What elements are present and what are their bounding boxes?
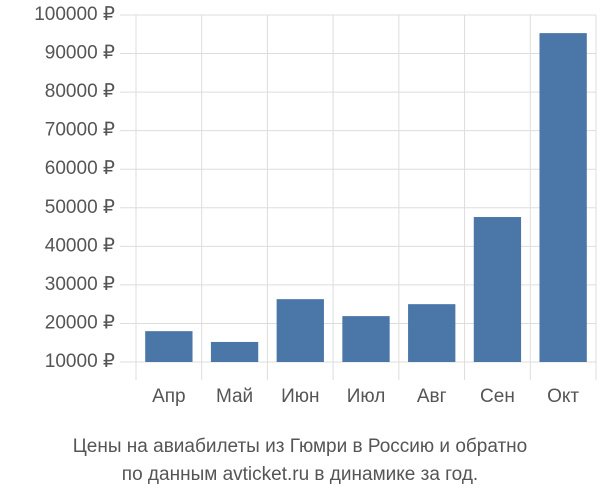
- y-tick-label: 90000 ₽: [45, 43, 115, 64]
- y-tick-label: 100000 ₽: [34, 4, 115, 25]
- chart-title: Цены на авиабилеты из Гюмри в Россию и о…: [73, 436, 528, 457]
- x-tick-label: Июл: [347, 386, 386, 407]
- y-tick-label: 40000 ₽: [45, 235, 115, 256]
- x-tick-label: Сен: [480, 386, 515, 407]
- x-tick-label: Апр: [152, 386, 186, 407]
- bar: [210, 341, 259, 362]
- x-tick-label: Окт: [547, 386, 579, 407]
- y-tick-label: 10000 ₽: [45, 351, 115, 372]
- x-tick-label: Июн: [281, 386, 319, 407]
- bar: [276, 299, 324, 362]
- y-tick-label: 20000 ₽: [45, 312, 115, 333]
- y-tick-label: 50000 ₽: [45, 197, 115, 218]
- y-tick-label: 70000 ₽: [45, 120, 115, 141]
- y-tick-label: 30000 ₽: [45, 274, 115, 295]
- bar: [408, 304, 456, 362]
- y-tick-label: 60000 ₽: [45, 158, 115, 179]
- bar: [342, 316, 390, 362]
- y-tick-label: 80000 ₽: [45, 81, 115, 102]
- bar: [145, 331, 193, 362]
- chart-subtitle: по данным avticket.ru в динамике за год.: [122, 464, 478, 485]
- bar: [473, 217, 522, 362]
- x-tick-label: Май: [216, 386, 253, 407]
- x-tick-label: Авг: [417, 386, 447, 407]
- bar: [539, 33, 587, 362]
